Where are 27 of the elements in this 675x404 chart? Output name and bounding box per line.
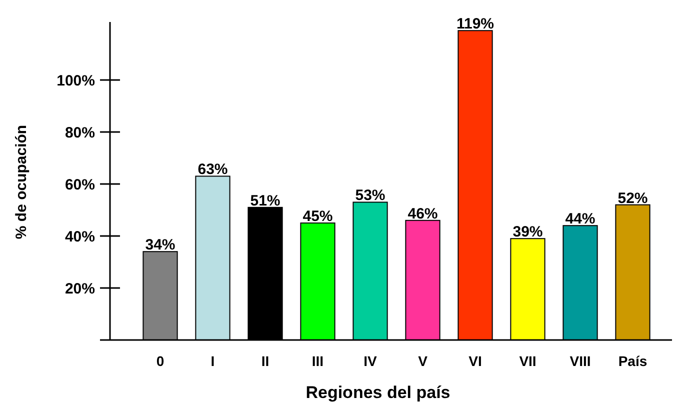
data-label: 44% — [565, 210, 596, 228]
data-label: 53% — [355, 187, 386, 204]
data-label: 46% — [408, 205, 438, 222]
y-tick-label: 80% — [64, 124, 95, 142]
data-label: 52% — [618, 190, 648, 207]
x-tick-label: II — [261, 353, 270, 369]
data-label: 63% — [198, 161, 228, 178]
y-tick-label: 60% — [64, 176, 95, 194]
x-tick-label: VIII — [570, 353, 591, 369]
x-tick-label: V — [418, 353, 428, 369]
x-tick-label: 0 — [156, 353, 164, 369]
x-tick-label: I — [210, 353, 215, 369]
x-tick-label: III — [312, 353, 324, 369]
data-label: 45% — [302, 208, 333, 225]
y-tick-label: 100% — [56, 72, 95, 90]
y-tick-label: 40% — [64, 228, 95, 246]
x-tick-label: País — [618, 353, 648, 369]
data-label: 34% — [145, 236, 176, 254]
x-axis-title: Regiones del país — [306, 383, 450, 402]
y-axis-title: % de ocupación — [13, 124, 30, 240]
y-tick-label: 20% — [64, 280, 95, 298]
data-label: 119% — [456, 16, 494, 33]
data-label: 39% — [512, 224, 543, 241]
x-tick-label: VII — [519, 353, 536, 369]
x-tick-label: IV — [364, 353, 378, 369]
data-label: 51% — [250, 192, 280, 210]
x-tick-label: VI — [468, 353, 482, 369]
